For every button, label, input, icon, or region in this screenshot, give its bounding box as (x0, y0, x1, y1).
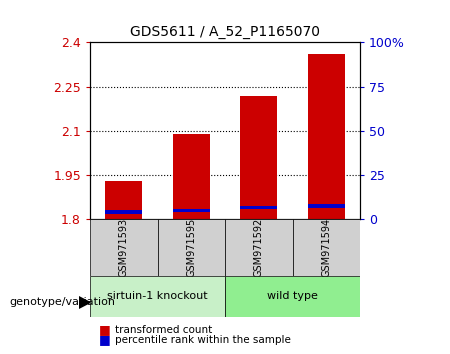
Bar (240, 96, 277, 219)
Bar (158, 219, 225, 276)
Text: wild type: wild type (267, 291, 318, 302)
Bar (308, 204, 345, 208)
Bar (173, 134, 210, 219)
Bar (90, 219, 158, 276)
Bar (173, 209, 210, 212)
Text: GSM971594: GSM971594 (321, 218, 331, 278)
Bar (292, 219, 360, 276)
Text: transformed count: transformed count (115, 325, 212, 335)
Text: percentile rank within the sample: percentile rank within the sample (115, 335, 291, 345)
Bar (90, 276, 225, 317)
Text: GSM971592: GSM971592 (254, 218, 264, 278)
Text: GSM971595: GSM971595 (186, 218, 196, 278)
Bar (240, 206, 277, 209)
Bar (308, 54, 345, 219)
Text: ■: ■ (99, 324, 111, 336)
Bar (105, 210, 142, 213)
Bar (225, 219, 292, 276)
Text: genotype/variation: genotype/variation (9, 297, 115, 307)
Bar (105, 181, 142, 219)
Polygon shape (79, 297, 90, 308)
Text: GSM971593: GSM971593 (119, 218, 129, 278)
Title: GDS5611 / A_52_P1165070: GDS5611 / A_52_P1165070 (130, 25, 320, 39)
Text: sirtuin-1 knockout: sirtuin-1 knockout (107, 291, 208, 302)
Bar (225, 276, 360, 317)
Text: ■: ■ (99, 333, 111, 346)
